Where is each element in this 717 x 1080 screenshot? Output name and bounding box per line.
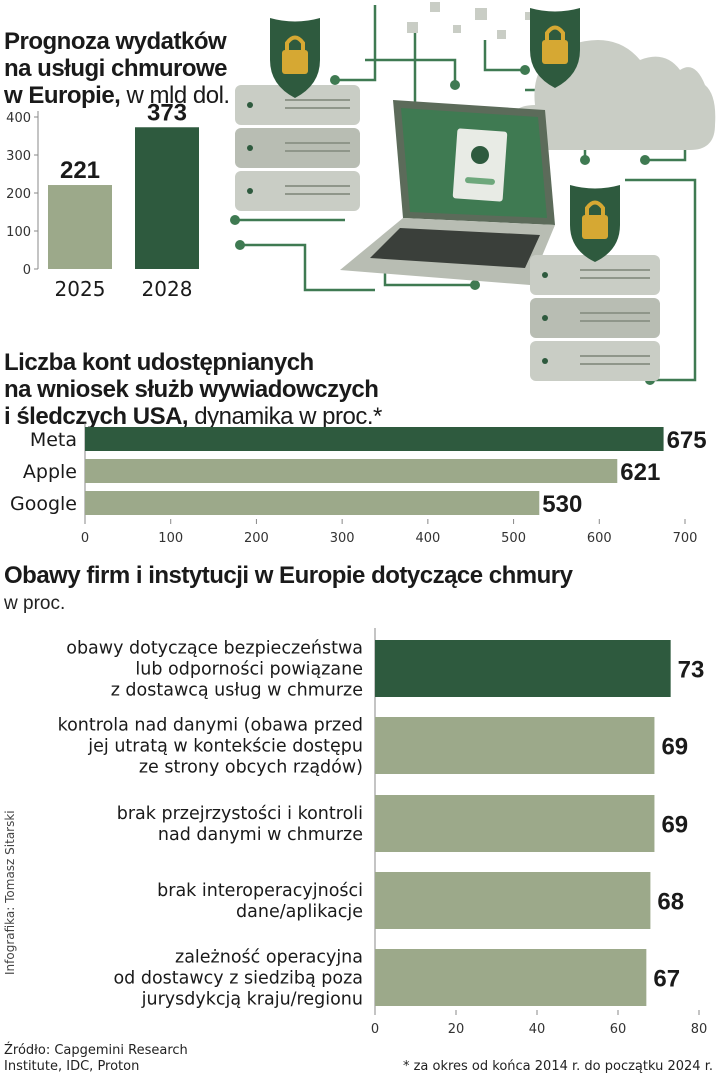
chart1-value-label: 373 bbox=[147, 100, 187, 126]
chart3-x-tick-label: 60 bbox=[610, 1022, 627, 1037]
chart3-category-label: obawy dotyczące bezpieczeństwa lub odporn… bbox=[66, 639, 363, 701]
chart3-subtitle: w proc. bbox=[4, 593, 66, 614]
chart2-bar-apple bbox=[85, 459, 618, 483]
chart3-value-label: 69 bbox=[661, 812, 688, 839]
chart1-y-tick-label: 400 bbox=[6, 111, 31, 126]
chart1-category-label: 2028 bbox=[142, 277, 193, 301]
cloud-security-illustration bbox=[230, 2, 716, 385]
chart2-x-tick-label: 400 bbox=[415, 531, 440, 546]
chart2-x-tick-label: 0 bbox=[81, 531, 89, 546]
chart2-x-tick-label: 500 bbox=[501, 531, 526, 546]
chart2-x-tick-label: 300 bbox=[330, 531, 355, 546]
chart2-category-label: Google bbox=[10, 493, 77, 515]
spending-forecast-chart: 0 100 200 300 400 221 2025 373 2028 bbox=[6, 100, 199, 301]
chart3-category-label: brak przejrzystości i kontroli nad danymi… bbox=[117, 804, 363, 845]
chart3-x-tick-label: 40 bbox=[529, 1022, 546, 1037]
chart2-x-tick-label: 100 bbox=[158, 531, 183, 546]
chart3-value-label: 68 bbox=[657, 889, 684, 916]
chart3-x-tick-label: 0 bbox=[371, 1022, 379, 1037]
chart3-value-label: 73 bbox=[678, 657, 705, 684]
chart3-x-tick-label: 20 bbox=[448, 1022, 465, 1037]
chart1-y-tick-label: 300 bbox=[6, 149, 31, 164]
chart1-title-unit: w mld dol. bbox=[126, 82, 231, 109]
chart1-title-bold: Prognoza wydatków na usługi chmurowe w E… bbox=[4, 28, 228, 109]
chart2-value-label: 530 bbox=[542, 491, 582, 518]
cloud-concerns-chart: 0 20 40 60 80 73 obawy dotyczące bezpieczeństw… bbox=[58, 628, 708, 1037]
chart3-bar bbox=[375, 795, 655, 852]
chart2-x-tick-label: 700 bbox=[673, 531, 698, 546]
chart2-value-label: 675 bbox=[667, 427, 707, 454]
footnote: * za okres od końca 2014 r. do początku … bbox=[402, 1059, 713, 1074]
chart2-x-tick-label: 600 bbox=[587, 531, 612, 546]
chart3-bar bbox=[375, 717, 655, 774]
chart2-category-label: Apple bbox=[23, 461, 77, 483]
chart3-bar bbox=[375, 872, 651, 929]
chart2-x-tick-label: 200 bbox=[244, 531, 269, 546]
chart1-bar-2028 bbox=[135, 127, 199, 269]
chart3-bar bbox=[375, 640, 671, 697]
chart2-bar-meta bbox=[85, 427, 664, 451]
chart1-title: Prognoza wydatków na usługi chmurowe w E… bbox=[4, 1, 304, 109]
chart2-category-label: Meta bbox=[30, 429, 77, 451]
chart3-title: Obawy firm i instytucji w Europie dotycz… bbox=[4, 562, 573, 589]
chart3-bar bbox=[375, 949, 647, 1006]
chart3-category-label: kontrola nad danymi (obawa przed jej utra… bbox=[58, 716, 363, 778]
chart1-bar-2025 bbox=[48, 185, 112, 269]
chart2-value-label: 621 bbox=[620, 459, 660, 486]
source-note: Źródło: Capgemini Research Institute, ID… bbox=[4, 1043, 188, 1074]
chart3-category-label: zależność operacyjna od dostawcy z siedzi… bbox=[113, 948, 363, 1010]
account-requests-chart: 0 100 200 300 400 500 600 700 675 Meta 621 Apple 530… bbox=[10, 423, 707, 546]
chart3-x-tick-label: 80 bbox=[691, 1022, 708, 1037]
chart3-value-label: 67 bbox=[653, 966, 680, 993]
chart1-y-tick-label: 0 bbox=[23, 263, 31, 278]
chart3-value-label: 69 bbox=[661, 734, 688, 761]
chart2-title-unit: dynamika w proc.* bbox=[194, 403, 382, 430]
chart1-category-label: 2025 bbox=[55, 277, 106, 301]
infographic-credit: Infografika: Tomasz Sitarski bbox=[3, 810, 17, 975]
chart2-title: Liczba kont udostępnianych na wniosek sł… bbox=[4, 322, 524, 430]
chart1-y-tick-label: 200 bbox=[6, 187, 31, 202]
chart3-category-label: brak interoperacyjności dane/aplikacje bbox=[157, 881, 363, 922]
chart2-title-bold: Liczba kont udostępnianych na wniosek sł… bbox=[4, 349, 379, 430]
chart1-value-label: 221 bbox=[60, 157, 100, 184]
chart1-y-tick-label: 100 bbox=[6, 225, 31, 240]
chart2-bar-google bbox=[85, 491, 540, 515]
